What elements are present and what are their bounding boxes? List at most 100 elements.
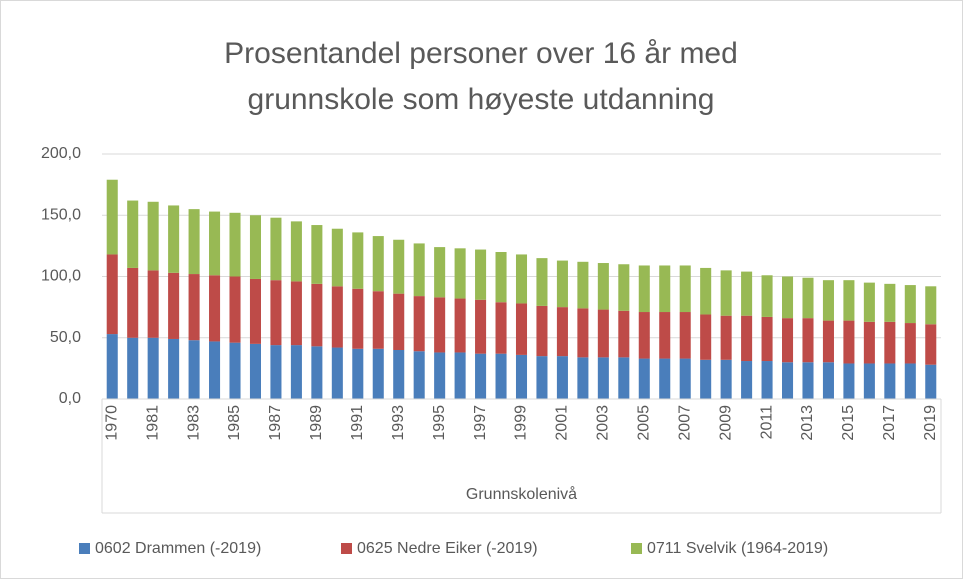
bar-segment — [229, 342, 241, 399]
bar-segment — [188, 209, 200, 275]
bar-segment — [741, 315, 753, 362]
bar-segment — [229, 212, 241, 277]
bar-segment — [700, 359, 712, 399]
bar-segment — [290, 281, 302, 346]
bar-segment — [147, 270, 159, 338]
bar-segment — [536, 258, 548, 306]
bar-segment — [515, 254, 528, 304]
bar-segment — [843, 280, 855, 321]
bar-segment — [311, 225, 323, 284]
bar-segment — [781, 276, 794, 319]
legend-label: 0602 Drammen (-2019) — [95, 540, 261, 557]
bar-segment — [884, 321, 896, 364]
y-tick-label: 200,0 — [41, 145, 81, 162]
bar-segment — [659, 265, 671, 313]
bar-segment — [556, 260, 568, 308]
bar-segment — [556, 356, 568, 399]
bar-segment — [904, 363, 916, 399]
bar-segment — [536, 305, 548, 357]
bar-segment — [904, 323, 916, 364]
bar-segment — [802, 318, 814, 363]
bar-segment — [331, 228, 343, 287]
bar-segment — [127, 267, 139, 338]
x-tick-label: 2011 — [758, 405, 775, 440]
x-tick-label: 1970 — [103, 405, 120, 441]
bar-segment — [413, 296, 425, 352]
bar-segment — [270, 280, 282, 346]
bar-segment — [434, 247, 446, 298]
x-tick-label: 2001 — [554, 405, 571, 441]
bar-segment — [741, 361, 753, 399]
x-tick-label: 1995 — [431, 405, 448, 441]
bar-segment — [720, 315, 732, 360]
bar-segment — [884, 363, 896, 399]
x-tick-label: 2017 — [881, 405, 898, 441]
bar-segment — [311, 283, 323, 347]
bar-segment — [515, 303, 528, 355]
bar-segment — [290, 221, 302, 282]
bar-segment — [495, 252, 507, 303]
bar-segment — [127, 337, 139, 399]
bar-segment — [209, 275, 221, 342]
x-axis-title: Grunnskolenivå — [466, 485, 577, 503]
bar-segment — [393, 293, 405, 350]
bar-segment — [209, 341, 221, 399]
bar-segment — [679, 265, 691, 313]
bar-segment — [720, 270, 732, 316]
bar-segment — [618, 310, 630, 358]
bar-segment — [515, 354, 528, 399]
legend-label: 0625 Nedre Eiker (-2019) — [357, 540, 538, 557]
bar-segment — [311, 346, 323, 399]
bar-segment — [577, 308, 589, 358]
bar-segment — [638, 265, 650, 313]
x-tick-label: 2009 — [717, 405, 734, 441]
legend-swatch — [341, 543, 352, 554]
bar-segment — [127, 200, 139, 268]
bar-segment — [925, 286, 937, 325]
x-tick-label: 1985 — [226, 405, 243, 441]
bar-segment — [802, 277, 814, 319]
bar-segment — [249, 278, 262, 344]
bar-segment — [577, 357, 589, 399]
x-tick-label: 1997 — [472, 405, 489, 441]
bar-segment — [106, 254, 118, 335]
bar-segment — [331, 286, 343, 348]
bar-segment — [393, 350, 405, 399]
x-tick-label: 1987 — [267, 405, 284, 441]
x-tick-label: 1993 — [390, 405, 407, 441]
bar-segment — [290, 345, 302, 399]
y-tick-label: 50,0 — [50, 329, 81, 346]
bar-segment — [106, 179, 118, 255]
bar-segment — [454, 248, 466, 299]
bar-segment — [720, 359, 732, 399]
y-tick-label: 100,0 — [41, 268, 81, 285]
bar-segment — [843, 320, 855, 364]
bar-segment — [925, 324, 937, 365]
bar-segment — [229, 276, 241, 343]
x-tick-label: 2007 — [676, 405, 693, 441]
bar-segment — [249, 215, 262, 279]
bar-segment — [659, 312, 671, 359]
bar-segment — [270, 345, 282, 399]
bar-segment — [413, 243, 425, 297]
bar-segment — [679, 358, 691, 399]
legend-swatch — [631, 543, 642, 554]
bar-segment — [495, 353, 507, 399]
x-tick-label: 2013 — [799, 405, 816, 441]
bar-segment — [393, 239, 405, 294]
x-tick-label: 2005 — [635, 405, 652, 441]
bar-segment — [188, 340, 200, 399]
bar-segment — [270, 217, 282, 281]
bar-segment — [597, 357, 609, 399]
bar-segment — [700, 267, 712, 315]
bar-segment — [454, 298, 466, 353]
bar-segment — [863, 363, 875, 399]
bar-segment — [188, 274, 200, 341]
bar-segment — [761, 316, 773, 362]
bar-segment — [475, 353, 487, 399]
bar-segment — [209, 211, 221, 276]
bar-segment — [679, 312, 691, 359]
bar-segment — [863, 282, 875, 322]
